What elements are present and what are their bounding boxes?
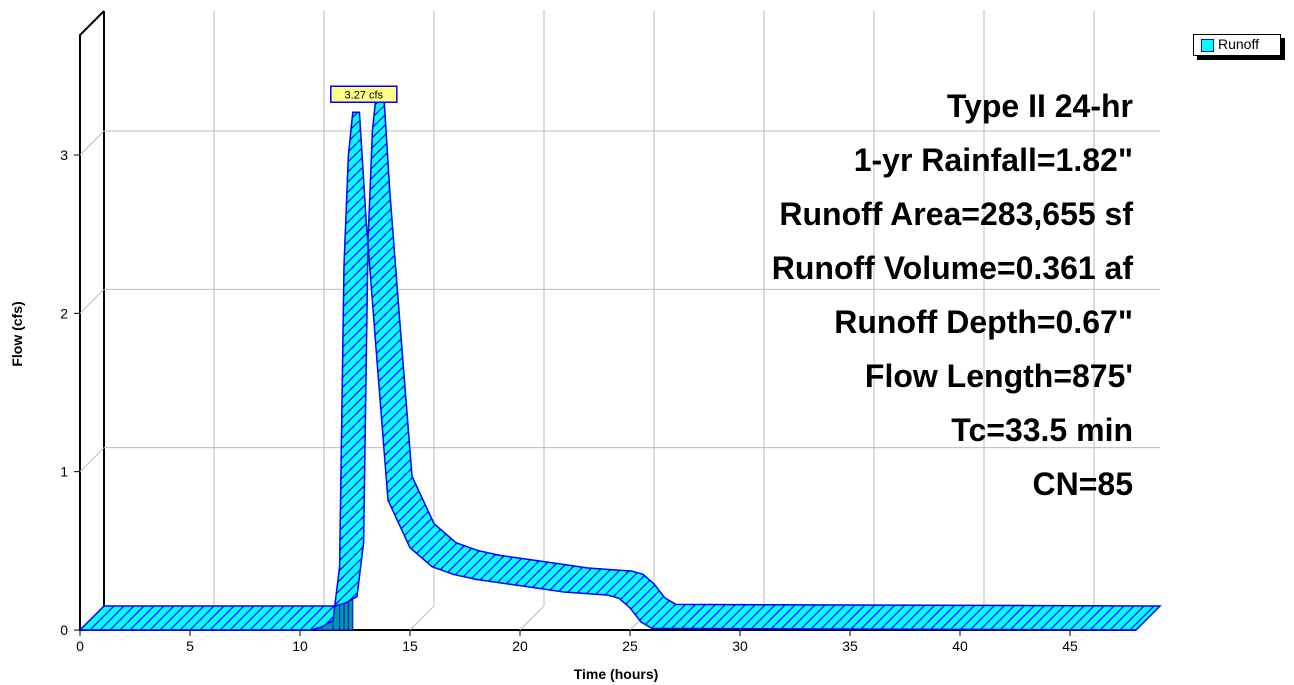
annotation-line: Flow Length=875' [865,358,1133,394]
y-axis-label: Flow (cfs) [9,301,25,366]
annotation-line: Type II 24-hr [947,88,1133,124]
grid-line-floor [519,605,545,631]
annotation-line: 1-yr Rainfall=1.82" [854,142,1133,178]
x-tick-label: 10 [292,638,308,654]
annotation-line: CN=85 [1033,466,1134,502]
x-axis-label: Time (hours) [574,666,659,682]
legend: Runoff [1193,34,1281,56]
grid-line-wall [79,130,105,156]
x-tick-label: 40 [952,638,968,654]
annotation-line: Runoff Area=283,655 sf [779,196,1133,232]
peak-label: 3.27 cfs [345,89,384,101]
x-tick-label: 5 [186,638,194,654]
y-tick-label: 0 [60,622,68,638]
y-tick-label: 1 [60,464,68,480]
y-tick-label: 2 [60,305,68,321]
x-tick-label: 20 [512,638,528,654]
x-tick-label: 35 [842,638,858,654]
annotation-line: Tc=33.5 min [951,412,1133,448]
x-tick-label: 15 [402,638,418,654]
x-tick-label: 30 [732,638,748,654]
grid-lines [79,10,1160,631]
x-tick-label: 45 [1062,638,1078,654]
peak-label-box [330,85,398,103]
annotation-line: Runoff Volume=0.361 af [772,250,1134,286]
grid-line-wall [79,447,105,473]
legend-swatch-runoff [1201,39,1214,52]
x-tick-label: 0 [76,638,84,654]
axis-ticks: 0 5 10 15 20 25 30 35 40 45 0 1 2 3 [60,147,1078,654]
left-wall-edge [79,10,105,630]
grid-line-floor [409,605,435,631]
legend-label-runoff: Runoff [1218,36,1259,52]
y-tick-label: 3 [60,147,68,163]
grid-line-wall [79,288,105,314]
annotation-line: Runoff Depth=0.67" [834,304,1133,340]
x-tick-label: 25 [622,638,638,654]
annotation-block: Type II 24-hr 1-yr Rainfall=1.82" Runoff A… [772,88,1134,502]
series-layer: 3.27 cfs [78,85,1162,631]
